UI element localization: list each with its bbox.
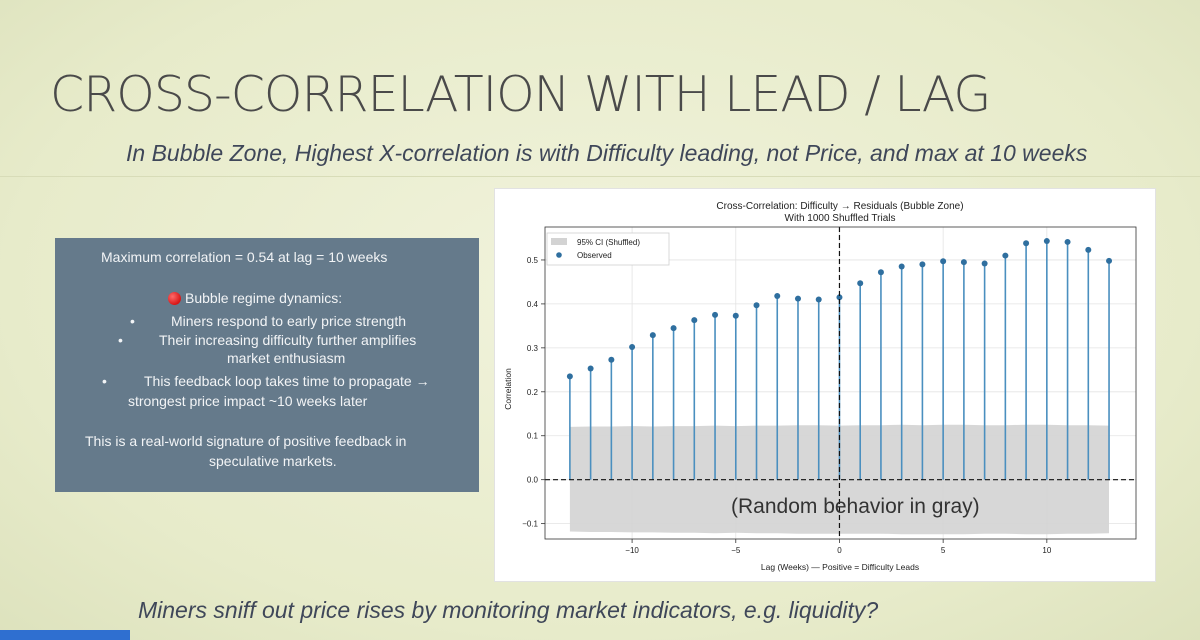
closing-text: This is a real-world signature of positi… [85, 433, 407, 449]
observed-point [629, 343, 636, 350]
x-tick-label: 0 [837, 546, 842, 555]
observed-point [898, 263, 905, 270]
y-tick-label: 0.1 [527, 432, 539, 441]
legend-observed-marker [556, 252, 562, 258]
observed-point [670, 325, 677, 332]
info-box: Maximum correlation = 0.54 at lag = 10 w… [55, 238, 479, 492]
observed-point [1064, 238, 1071, 245]
observed-point [836, 294, 843, 301]
legend-observed-label: Observed [577, 251, 612, 260]
plot-frame [544, 226, 1137, 540]
observed-point [1043, 238, 1050, 245]
taskbar-strip [0, 630, 130, 640]
bullet-icon: • [118, 332, 123, 348]
title-divider [0, 176, 1200, 177]
cross-correlation-chart: Cross-Correlation: Difficulty → Residual… [503, 201, 1137, 572]
y-tick-label: 0.3 [527, 344, 539, 353]
x-tick-label: −10 [625, 546, 639, 555]
slide-subtitle: In Bubble Zone, Highest X-correlation is… [126, 140, 1088, 166]
y-tick-label: 0.5 [527, 256, 539, 265]
regime-heading-text: Bubble regime dynamics: [185, 290, 343, 306]
bullet-1-text: Miners respond to early price strength [171, 313, 406, 329]
legend-box [546, 232, 670, 266]
slide-title: CROSS-CORRELATION WITH LEAD / LAG [50, 66, 991, 123]
chart-title: Cross-Correlation: Difficulty → Residual… [716, 201, 963, 212]
bullet-icon: • [130, 313, 135, 329]
legend-ci-swatch [551, 238, 567, 245]
observed-point [919, 261, 926, 268]
bullet-2-text: Their increasing difficulty further ampl… [159, 332, 417, 348]
observed-point [608, 356, 615, 363]
bullet-icon: • [102, 373, 107, 389]
observed-point [1106, 257, 1113, 264]
chart-subtitle: With 1000 Shuffled Trials [785, 213, 896, 224]
max-correlation-text: Maximum correlation = 0.54 at lag = 10 w… [101, 249, 388, 265]
observed-point [649, 332, 656, 339]
observed-point [566, 373, 573, 380]
x-tick-label: 5 [941, 546, 946, 555]
observed-point [857, 280, 864, 287]
observed-point [960, 259, 967, 266]
bullet-2-continuation: market enthusiasm [227, 350, 346, 366]
chart-card: Cross-Correlation: Difficulty → Residual… [494, 188, 1156, 582]
observed-point [732, 312, 739, 319]
axes: −10 −5 0 5 10 −0.1 0.0 0.1 0.2 0.3 0.4 0.5 [522, 226, 1137, 555]
reference-lines [545, 227, 1136, 539]
legend-ci-label: 95% CI (Shuffled) [577, 238, 640, 247]
x-axis-label: Lag (Weeks) — Positive = Difficulty Lead… [761, 562, 919, 572]
y-tick-label: 0.0 [527, 476, 539, 485]
slide-footer: Miners sniff out price rises by monitori… [138, 597, 879, 623]
closing-text-continuation: speculative markets. [209, 453, 337, 469]
bullet-3-text: This feedback loop takes time to propaga… [144, 373, 430, 389]
red-circle-icon [168, 292, 181, 305]
observed-point [815, 296, 822, 303]
observed-point [794, 295, 801, 302]
observed-point [1023, 240, 1030, 247]
observed-point [774, 292, 781, 299]
regime-heading: Bubble regime dynamics: [168, 290, 342, 307]
observed-point [587, 365, 594, 372]
observed-point [981, 260, 988, 267]
observed-point [1002, 252, 1009, 259]
y-tick-label: 0.2 [527, 388, 539, 397]
observed-point [1085, 246, 1092, 253]
x-tick-label: −5 [731, 546, 741, 555]
observed-point [877, 269, 884, 276]
y-tick-label: 0.4 [527, 300, 539, 309]
legend: 95% CI (Shuffled) Observed [546, 232, 670, 266]
x-tick-label: 10 [1042, 546, 1051, 555]
observed-point [753, 302, 760, 309]
bullet-3-continuation: strongest price impact ~10 weeks later [128, 393, 368, 409]
observed-point [691, 317, 698, 324]
observed-point [712, 311, 719, 318]
stem-layer [566, 238, 1113, 480]
observed-point [940, 258, 947, 265]
y-axis-label: Correlation [503, 368, 513, 410]
y-tick-label: −0.1 [522, 520, 538, 529]
random-behavior-annotation: (Random behavior in gray) [731, 495, 980, 518]
